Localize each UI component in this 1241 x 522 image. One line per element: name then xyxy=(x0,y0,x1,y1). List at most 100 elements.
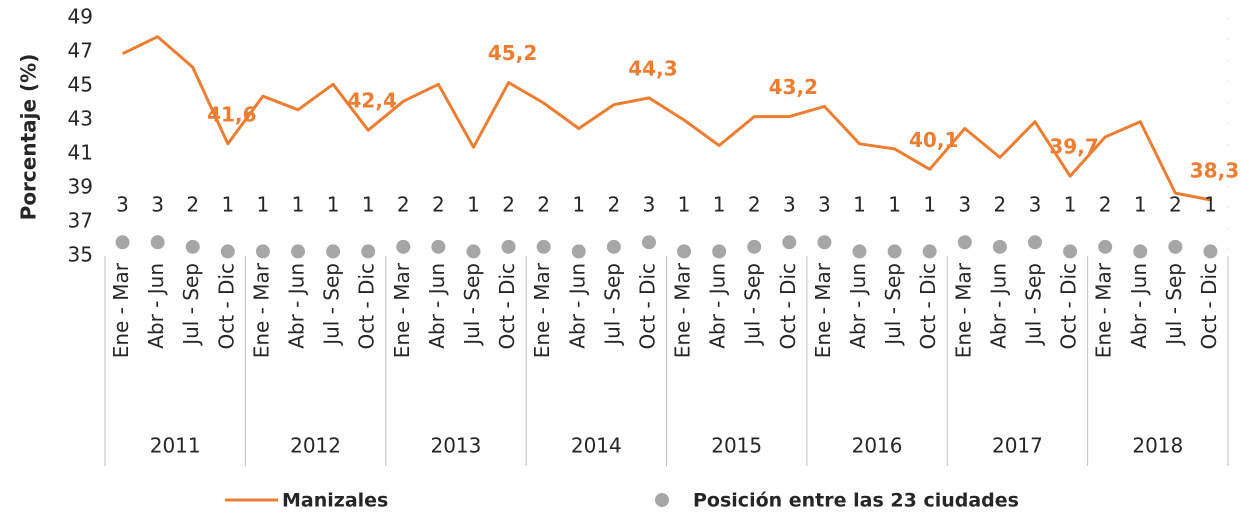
position-dot xyxy=(361,244,376,259)
data-label: 2 xyxy=(1169,193,1182,217)
legend-label: Manizales xyxy=(282,490,388,512)
y-tick-label: 43 xyxy=(68,107,93,131)
position-dot xyxy=(536,239,551,254)
data-label: 3 xyxy=(643,193,656,217)
data-label: 41,6 xyxy=(207,102,256,126)
group-label: 2014 xyxy=(571,434,622,458)
position-dot xyxy=(150,235,165,250)
x-tick-label: Oct - Dic xyxy=(214,263,238,349)
x-tick-label: Oct - Dic xyxy=(635,263,659,349)
position-dot xyxy=(1027,235,1042,250)
x-tick-label: Jul - Sep xyxy=(320,263,344,347)
group-label: 2017 xyxy=(992,434,1043,458)
y-tick-label: 47 xyxy=(68,39,93,63)
line-series xyxy=(121,35,1211,202)
data-label: 38,3 xyxy=(1190,158,1239,182)
x-tick-label: Abr - Jun xyxy=(846,263,870,349)
data-label: 1 xyxy=(853,193,866,217)
data-label: 2 xyxy=(432,193,445,217)
position-dot xyxy=(185,239,200,254)
x-tick-label: Ene - Mar xyxy=(1092,262,1116,358)
x-tick-label: Jul - Sep xyxy=(600,263,624,347)
position-dot xyxy=(817,235,832,250)
y-tick-label: 37 xyxy=(68,209,93,233)
y-tick-label: 41 xyxy=(68,141,93,165)
x-tick-label: Jul - Sep xyxy=(1162,263,1186,347)
x-tick-label: Jul - Sep xyxy=(1021,263,1045,347)
y-tick-label: 45 xyxy=(68,73,93,97)
x-tick-label: Ene - Mar xyxy=(109,262,133,358)
x-tick-label: Oct - Dic xyxy=(1057,263,1081,349)
x-tick-label: Jul - Sep xyxy=(179,263,203,347)
data-label: 2 xyxy=(502,193,515,217)
data-label: 44,3 xyxy=(628,56,677,80)
data-label: 1 xyxy=(362,193,375,217)
x-tick-label: Ene - Mar xyxy=(951,262,975,358)
group-label: 2013 xyxy=(430,434,481,458)
position-dot xyxy=(852,244,867,259)
y-tick-label: 49 xyxy=(68,5,93,29)
group-label: 2015 xyxy=(711,434,762,458)
position-dot xyxy=(115,235,130,250)
data-label: 1 xyxy=(292,193,305,217)
position-dot xyxy=(992,239,1007,254)
x-tick-label: Jul - Sep xyxy=(460,263,484,347)
data-label: 2 xyxy=(397,193,410,217)
position-dot xyxy=(1133,244,1148,259)
data-label: 42,4 xyxy=(348,89,397,113)
data-label: 3 xyxy=(151,193,164,217)
y-axis-label: Porcentaje (%) xyxy=(17,54,41,221)
data-label: 2 xyxy=(186,193,199,217)
position-dot xyxy=(1098,239,1113,254)
data-label: 1 xyxy=(467,193,480,217)
data-label: 3 xyxy=(1029,193,1042,217)
x-tick-label: Oct - Dic xyxy=(916,263,940,349)
position-dot xyxy=(220,244,235,259)
data-label: 1 xyxy=(257,193,270,217)
x-tick-label: Oct - Dic xyxy=(1197,263,1221,349)
x-tick-label: Ene - Mar xyxy=(530,262,554,358)
data-label: 1 xyxy=(1204,193,1217,217)
data-label: 43,2 xyxy=(769,75,818,99)
x-tick-label: Ene - Mar xyxy=(811,262,835,358)
legend-label: Posición entre las 23 ciudades xyxy=(693,490,1019,512)
position-dot xyxy=(1203,244,1218,259)
data-label: 2 xyxy=(607,193,620,217)
data-label: 3 xyxy=(818,193,831,217)
position-dot xyxy=(1168,239,1183,254)
x-tick-label: Abr - Jun xyxy=(1127,263,1151,349)
x-tick-label: Abr - Jun xyxy=(706,263,730,349)
data-label: 1 xyxy=(1064,193,1077,217)
x-tick-label: Jul - Sep xyxy=(881,263,905,347)
data-label: 3 xyxy=(958,193,971,217)
data-label: 1 xyxy=(572,193,585,217)
x-tick-label: Abr - Jun xyxy=(565,263,589,349)
data-label: 1 xyxy=(923,193,936,217)
data-label: 1 xyxy=(678,193,691,217)
x-tick-label: Ene - Mar xyxy=(249,262,273,358)
data-label: 2 xyxy=(537,193,550,217)
position-dot xyxy=(677,244,692,259)
group-label: 2012 xyxy=(290,434,341,458)
data-label: 3 xyxy=(116,193,129,217)
x-tick-label: Ene - Mar xyxy=(390,262,414,358)
x-tick-label: Oct - Dic xyxy=(495,263,519,349)
group-label: 2016 xyxy=(852,434,903,458)
data-label: 39,7 xyxy=(1049,135,1098,159)
position-dot xyxy=(571,244,586,259)
x-tick-label: Ene - Mar xyxy=(671,262,695,358)
position-dot xyxy=(641,235,656,250)
position-dot xyxy=(431,239,446,254)
data-label: 1 xyxy=(327,193,340,217)
data-label: 2 xyxy=(1099,193,1112,217)
position-dot xyxy=(606,239,621,254)
position-dot xyxy=(255,244,270,259)
y-tick-label: 35 xyxy=(68,243,93,267)
x-tick-label: Oct - Dic xyxy=(776,263,800,349)
position-dot xyxy=(712,244,727,259)
x-tick-label: Oct - Dic xyxy=(355,263,379,349)
position-dot xyxy=(396,239,411,254)
data-label: 1 xyxy=(713,193,726,217)
position-dot xyxy=(326,244,341,259)
